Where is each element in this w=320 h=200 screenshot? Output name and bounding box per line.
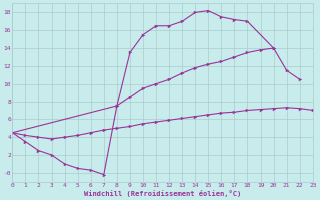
X-axis label: Windchill (Refroidissement éolien,°C): Windchill (Refroidissement éolien,°C) [84,190,241,197]
